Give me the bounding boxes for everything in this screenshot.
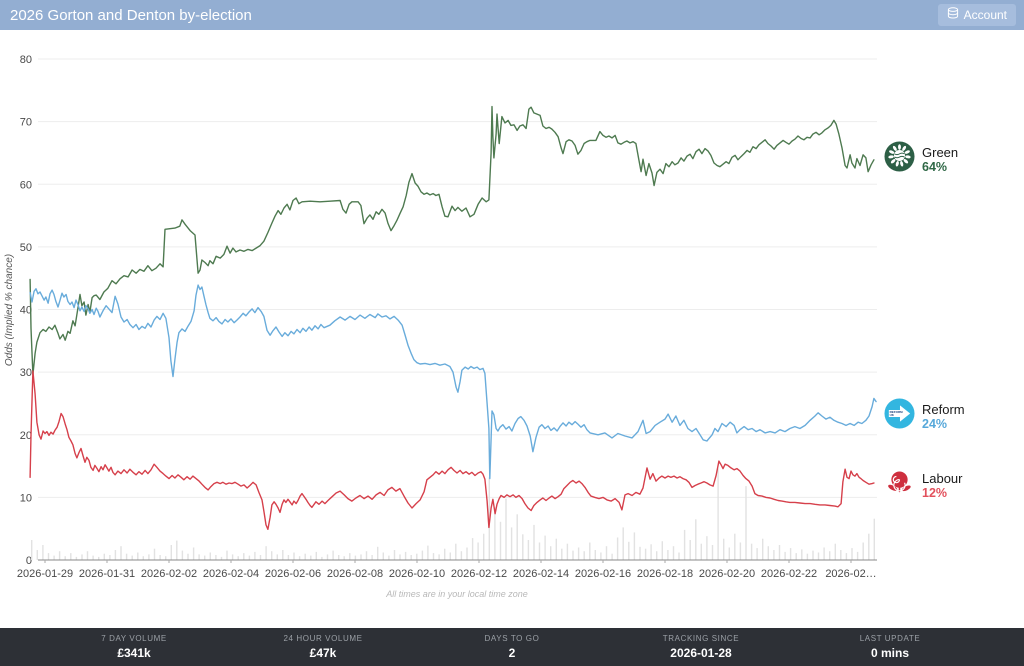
legend-item-green[interactable]: Green 64% [884, 141, 958, 177]
svg-text:2026-01-31: 2026-01-31 [79, 568, 135, 580]
stat-label: DAYS TO GO [484, 634, 540, 643]
svg-text:20: 20 [20, 430, 32, 442]
svg-text:10: 10 [20, 492, 32, 504]
svg-text:2026-02-02: 2026-02-02 [141, 568, 197, 580]
svg-text:2026-02-16: 2026-02-16 [575, 568, 631, 580]
svg-text:UK: UK [890, 413, 895, 417]
legend-pct-green: 64% [922, 160, 948, 174]
svg-text:2026-02-06: 2026-02-06 [265, 568, 321, 580]
svg-text:2026-02-12: 2026-02-12 [451, 568, 507, 580]
stat-value: 2 [508, 646, 516, 660]
stat-value: 2026-01-28 [670, 646, 732, 660]
page-title: 2026 Gorton and Denton by-election [10, 6, 252, 24]
stat-last-update: LAST UPDATE 0 mins [796, 634, 985, 660]
svg-text:2026-02…: 2026-02… [825, 568, 876, 580]
svg-text:2026-02-14: 2026-02-14 [513, 568, 569, 580]
svg-text:2026-02-04: 2026-02-04 [203, 568, 259, 580]
svg-text:All times are in your local ti: All times are in your local time zone [385, 589, 528, 599]
stats-footer: 7 DAY VOLUME £341k 24 HOUR VOLUME £47k D… [0, 628, 1024, 666]
stat-label: 24 HOUR VOLUME [283, 634, 363, 643]
svg-text:0: 0 [26, 555, 32, 567]
svg-text:2026-01-29: 2026-01-29 [17, 568, 73, 580]
legend-item-labour[interactable]: Labour 12% [884, 467, 962, 503]
svg-text:80: 80 [20, 54, 32, 66]
svg-text:2026-02-18: 2026-02-18 [637, 568, 693, 580]
svg-text:2026-02-08: 2026-02-08 [327, 568, 383, 580]
svg-text:60: 60 [20, 179, 32, 191]
svg-text:2026-02-10: 2026-02-10 [389, 568, 445, 580]
stat-days-to-go: DAYS TO GO 2 [418, 634, 607, 660]
database-icon [947, 7, 959, 23]
stat-value: £47k [309, 646, 337, 660]
stat-label: TRACKING SINCE [662, 634, 740, 643]
svg-text:Odds (Implied % chance): Odds (Implied % chance) [4, 254, 15, 366]
app-header: 2026 Gorton and Denton by-election Accou… [0, 0, 1024, 30]
stat-value: £341k [117, 646, 151, 660]
stat-value: 0 mins [870, 646, 909, 660]
stat-label: LAST UPDATE [859, 634, 921, 643]
legend-label-green: Green [922, 145, 959, 160]
legend-item-reform[interactable]: REFORM UK Reform 24% [884, 398, 965, 434]
stat-tracking-since: TRACKING SINCE 2026-01-28 [607, 634, 796, 660]
odds-chart[interactable]: 0 10 20 30 40 50 60 70 80 2026-01-29 2026-01-31 202… [0, 30, 1024, 622]
svg-text:2026-02-20: 2026-02-20 [699, 568, 755, 580]
stat-7-day-volume: 7 DAY VOLUME £341k [40, 634, 229, 660]
svg-text:2026-02-22: 2026-02-22 [761, 568, 817, 580]
legend-label-reform: Reform [922, 402, 965, 417]
svg-text:REFORM: REFORM [890, 410, 904, 414]
legend-label-labour: Labour [922, 471, 963, 486]
odds-chart-area: 0 10 20 30 40 50 60 70 80 2026-01-29 2026-01-31 202… [0, 30, 1024, 622]
account-button[interactable]: Account [937, 4, 1016, 26]
legend-pct-labour: 12% [922, 486, 948, 500]
reform-uk-icon: REFORM UK [884, 398, 915, 434]
svg-text:30: 30 [20, 367, 32, 379]
svg-text:70: 70 [20, 117, 32, 129]
stat-24-hour-volume: 24 HOUR VOLUME £47k [229, 634, 418, 660]
account-button-label: Account [963, 8, 1007, 22]
stat-label: 7 DAY VOLUME [101, 634, 167, 643]
svg-text:50: 50 [20, 242, 32, 254]
labour-rose-icon [884, 467, 915, 503]
green-party-icon [884, 141, 915, 177]
svg-text:40: 40 [20, 305, 32, 317]
legend-pct-reform: 24% [922, 417, 948, 431]
